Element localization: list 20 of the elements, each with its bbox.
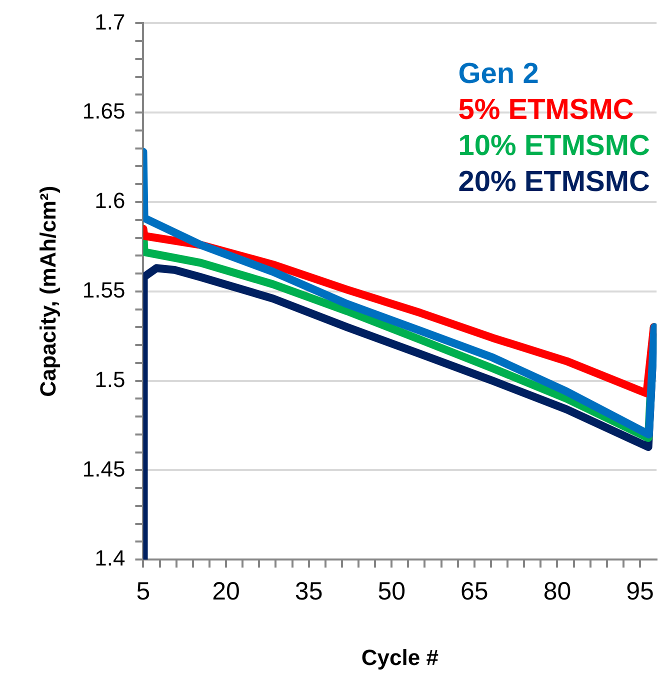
x-tick-label: 95 [626, 577, 654, 606]
y-tick-label: 1.5 [94, 366, 126, 392]
x-tick-label: 80 [543, 577, 572, 606]
x-tick-label: 20 [212, 577, 240, 606]
x-tick-label: 65 [460, 577, 488, 606]
text: 10% ETMSMC [458, 129, 650, 164]
x-axis-title: Cycle # [361, 644, 438, 670]
x-tick-label: 50 [378, 577, 406, 606]
y-tick-label: 1.7 [94, 9, 126, 34]
x-tick-label: 35 [294, 577, 323, 606]
y-tick-label: 1.65 [82, 98, 126, 124]
text: 5% ETMSMC [458, 93, 634, 128]
y-tick-label: 1.55 [82, 277, 126, 302]
x-tick-label: 5 [136, 577, 150, 606]
text: Gen 2 [458, 57, 539, 92]
y-tick-label: 1.4 [94, 546, 126, 571]
y-tick-label: 1.45 [82, 456, 126, 482]
y-axis-title: Capacity, (mAh/cm²) [35, 186, 60, 397]
y-tick-label: 1.6 [94, 188, 126, 214]
text: 20% ETMSMC [458, 165, 650, 200]
